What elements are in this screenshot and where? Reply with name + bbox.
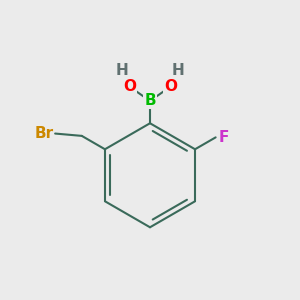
Text: B: B xyxy=(144,94,156,109)
Text: Br: Br xyxy=(34,126,54,141)
Text: O: O xyxy=(123,79,136,94)
Text: H: H xyxy=(172,63,184,78)
Text: O: O xyxy=(164,79,177,94)
Text: H: H xyxy=(116,63,128,78)
Text: F: F xyxy=(219,130,229,145)
